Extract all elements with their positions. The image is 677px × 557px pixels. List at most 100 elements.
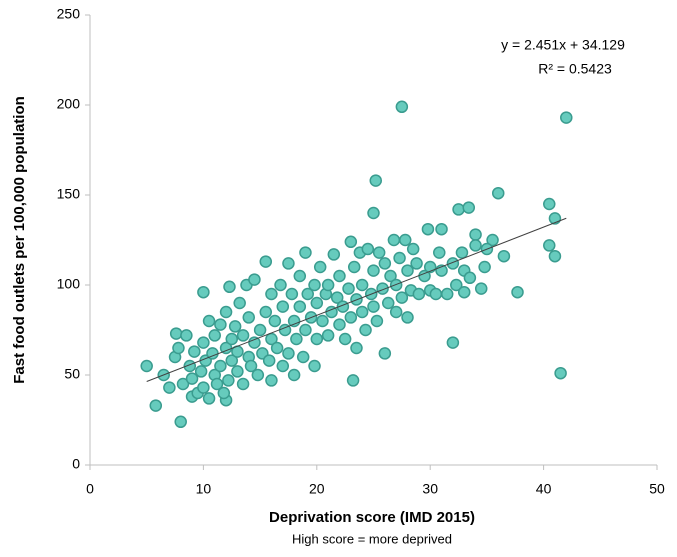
- point: [412, 287, 426, 301]
- point: [262, 354, 276, 367]
- point: [253, 323, 267, 337]
- point: [395, 100, 409, 114]
- point: [560, 111, 573, 124]
- trendline-equation: y = 2.451x + 34.129: [501, 37, 625, 53]
- point: [210, 377, 224, 391]
- point: [347, 260, 361, 274]
- point: [265, 287, 278, 301]
- point: [376, 282, 389, 295]
- point: [236, 329, 250, 342]
- point: [452, 203, 465, 216]
- point: [355, 278, 369, 292]
- x-tick-label: 10: [196, 481, 212, 497]
- point: [174, 415, 187, 429]
- point: [421, 222, 435, 236]
- point: [321, 278, 335, 292]
- point: [202, 392, 216, 405]
- point: [188, 345, 201, 358]
- point: [440, 287, 454, 301]
- point: [446, 336, 460, 349]
- point: [231, 365, 244, 378]
- x-axis-sublabel: High score = more deprived: [292, 531, 452, 546]
- point: [355, 305, 369, 319]
- point: [389, 278, 403, 292]
- point: [180, 329, 193, 342]
- point: [463, 271, 477, 285]
- point: [163, 381, 176, 394]
- point: [346, 374, 360, 387]
- point: [225, 332, 238, 346]
- point: [338, 332, 352, 346]
- point: [406, 242, 420, 256]
- trendline-r2: R² = 0.5423: [538, 61, 612, 77]
- point: [462, 201, 476, 214]
- point: [259, 255, 273, 268]
- point: [399, 233, 412, 247]
- point: [543, 197, 556, 211]
- point: [361, 242, 375, 256]
- y-tick-label: 250: [57, 6, 81, 22]
- x-axis-label: Deprivation score (IMD 2015): [269, 509, 475, 526]
- point: [378, 257, 392, 270]
- point: [242, 311, 256, 324]
- point: [149, 399, 163, 412]
- point: [344, 235, 358, 249]
- y-tick-label: 0: [72, 456, 80, 472]
- point: [265, 374, 278, 387]
- point: [194, 365, 208, 378]
- point: [225, 354, 238, 367]
- point: [370, 314, 384, 328]
- y-tick-label: 150: [57, 186, 81, 202]
- point: [342, 282, 355, 295]
- point: [410, 257, 423, 270]
- point: [285, 287, 299, 301]
- point: [214, 318, 227, 331]
- point: [282, 257, 295, 270]
- point: [313, 260, 327, 274]
- point: [387, 233, 401, 247]
- point: [270, 341, 284, 355]
- point: [276, 300, 290, 313]
- point: [248, 336, 261, 349]
- point: [268, 314, 282, 328]
- x-tick-label: 0: [86, 481, 94, 497]
- point: [367, 206, 380, 220]
- point: [316, 314, 329, 328]
- point: [367, 264, 380, 277]
- point: [333, 269, 346, 283]
- point: [330, 291, 344, 304]
- point: [457, 285, 471, 299]
- point: [491, 186, 505, 200]
- point: [350, 341, 363, 355]
- point: [401, 311, 414, 324]
- point: [474, 282, 488, 295]
- point: [372, 246, 386, 259]
- point: [293, 300, 307, 313]
- x-tick-label: 20: [309, 481, 325, 497]
- point: [395, 291, 409, 304]
- point: [450, 278, 463, 292]
- point: [172, 341, 185, 355]
- point: [369, 174, 383, 187]
- point: [469, 228, 482, 241]
- point: [276, 359, 290, 373]
- point: [310, 332, 324, 346]
- point: [274, 278, 287, 292]
- point: [308, 359, 321, 373]
- point: [359, 323, 372, 337]
- point: [219, 305, 233, 319]
- point: [344, 311, 358, 324]
- point: [321, 329, 335, 342]
- point: [236, 377, 250, 391]
- point: [222, 374, 235, 387]
- y-tick-label: 100: [57, 276, 81, 292]
- point: [393, 251, 406, 265]
- x-tick-label: 40: [536, 481, 552, 497]
- point: [248, 273, 261, 286]
- point: [197, 285, 210, 299]
- point: [169, 327, 183, 340]
- point: [293, 269, 307, 283]
- point: [384, 269, 397, 283]
- point: [389, 305, 403, 319]
